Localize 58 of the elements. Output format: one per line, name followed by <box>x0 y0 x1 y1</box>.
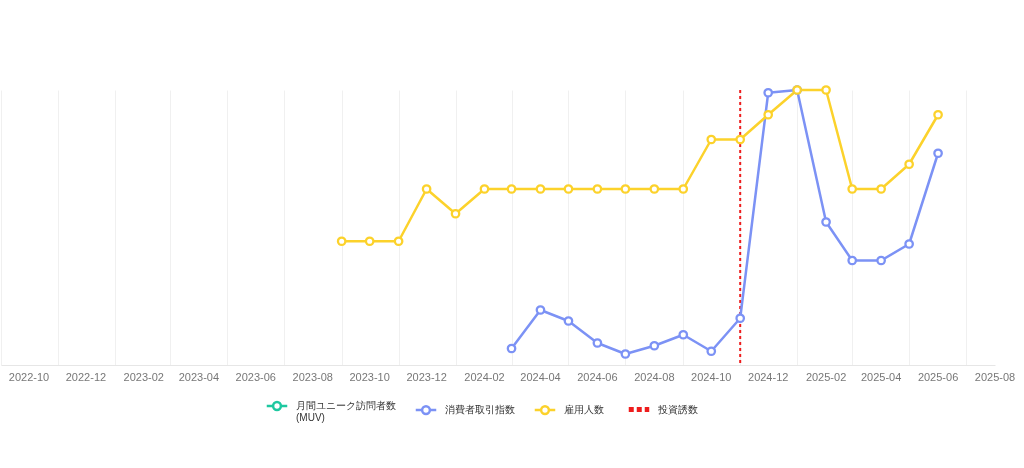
point <box>821 217 831 227</box>
x-tick-label: 2025-02 <box>805 371 847 383</box>
x-tick-label: 2024-10 <box>691 371 732 383</box>
point <box>763 87 774 98</box>
x-tick-label: 2024-08 <box>634 371 675 383</box>
point <box>563 184 574 194</box>
point <box>364 236 375 247</box>
point <box>592 338 603 348</box>
point <box>479 184 490 194</box>
point <box>735 313 746 324</box>
point <box>563 316 574 326</box>
point <box>678 184 689 194</box>
point <box>649 184 660 194</box>
point <box>876 255 886 266</box>
x-tick-label: 2023-04 <box>178 371 220 383</box>
point <box>933 148 943 159</box>
point <box>678 329 689 340</box>
x-tick-label: 2022-12 <box>65 371 107 383</box>
point <box>706 134 717 145</box>
point <box>336 236 347 247</box>
legend-label: 雇用人数 <box>564 404 604 416</box>
x-tick-label: 2023-06 <box>235 371 276 383</box>
x-tick-label: 2025-04 <box>860 371 902 383</box>
x-tick-label: 2023-12 <box>406 371 447 383</box>
point <box>421 184 432 194</box>
point <box>393 236 404 247</box>
x-tick-label: 2024-06 <box>577 371 618 383</box>
legend-label: 月間ユニーク訪問者数 (MUV) <box>296 400 396 423</box>
point <box>620 349 631 359</box>
point <box>904 159 914 170</box>
point <box>735 134 746 145</box>
point <box>847 184 858 194</box>
x-tick-label: 2025-06 <box>917 371 959 383</box>
point <box>706 346 717 357</box>
x-tick-label: 2023-08 <box>292 371 333 383</box>
point <box>649 340 660 351</box>
point <box>876 184 886 194</box>
point <box>535 305 546 315</box>
legend-label: 消費者取引指数 <box>445 404 515 416</box>
point <box>620 184 631 194</box>
x-tick-label: 2023-02 <box>123 371 164 383</box>
x-tick-label: 2024-02 <box>464 371 505 383</box>
point <box>933 109 943 120</box>
point <box>506 343 517 354</box>
x-tick-label: 2024-12 <box>748 371 789 383</box>
point <box>592 184 603 194</box>
point <box>535 184 546 194</box>
point <box>506 184 517 194</box>
x-tick-label: 2025-08 <box>974 371 1016 383</box>
point <box>821 85 831 95</box>
point <box>847 255 858 266</box>
point <box>904 239 914 249</box>
point <box>450 208 461 219</box>
x-tick-label: 2023-10 <box>349 371 390 383</box>
x-tick-label: 2022-10 <box>8 371 50 383</box>
legend-label: 投資誘数 <box>657 403 698 415</box>
point <box>763 109 774 120</box>
x-tick-label: 2024-04 <box>520 371 561 383</box>
